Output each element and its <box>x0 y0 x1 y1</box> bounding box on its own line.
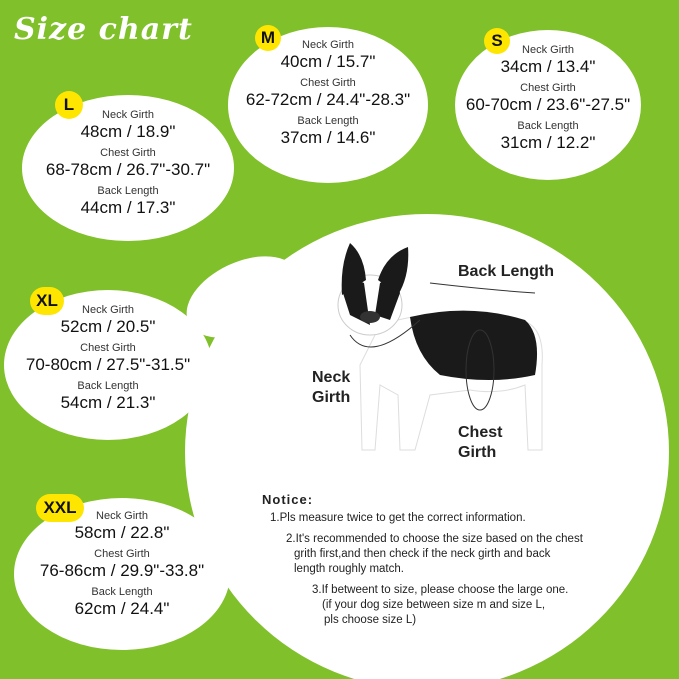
notice-text: (if your dog size between size m and siz… <box>322 599 546 611</box>
neck-label: Neck Girth <box>302 39 354 51</box>
chest-girth-label-line1: Chest <box>458 424 503 441</box>
size-card-l: Neck Girth 48cm / 18.9" Chest Girth 68-7… <box>22 95 234 241</box>
back-label: Back Length <box>91 586 153 598</box>
neck-girth-line <box>349 319 421 348</box>
notice-text: 1.Pls measure twice to get the correct i… <box>270 512 526 524</box>
size-badge-l: L <box>55 91 83 119</box>
size-card-xxl: Neck Girth 58cm / 22.8" Chest Girth 76-8… <box>14 498 230 650</box>
back-label: Back Length <box>517 120 579 132</box>
neck-girth-label-line1: Neck <box>312 369 351 386</box>
size-badge-xxl: XXL <box>36 494 84 522</box>
neck-label: Neck Girth <box>96 510 148 522</box>
neck-value: 48cm / 18.9" <box>80 122 176 141</box>
back-value: 62cm / 24.4" <box>74 599 170 618</box>
chest-value: 76-86cm / 29.9"-33.8" <box>39 561 205 580</box>
chest-girth-label-line2: Girth <box>458 444 497 461</box>
french-bulldog-image <box>337 243 543 451</box>
notice-text: 2.It's recommended to choose the size ba… <box>286 533 583 545</box>
chest-value: 68-78cm / 26.7"-30.7" <box>45 160 211 179</box>
notice-text: 3.If betweent to size, please choose the… <box>312 584 569 596</box>
size-badge-m: M <box>255 25 281 51</box>
neck-value: 40cm / 15.7" <box>280 52 376 71</box>
notice-text: grith first,and then check if the neck g… <box>294 548 551 560</box>
neck-girth-label-line2: Girth <box>312 389 351 406</box>
neck-value: 58cm / 22.8" <box>74 523 170 542</box>
back-value: 31cm / 12.2" <box>500 133 596 152</box>
chest-value: 70-80cm / 27.5"-31.5" <box>25 355 191 374</box>
neck-value: 52cm / 20.5" <box>60 317 156 336</box>
size-chart-title: Size chart <box>14 12 193 47</box>
chest-value: 62-72cm / 24.4"-28.3" <box>245 90 411 109</box>
notice-item-3: 3.If betweent to size, please choose the… <box>312 583 583 628</box>
notice-item-2: 2.It's recommended to choose the size ba… <box>286 532 583 577</box>
chest-label: Chest Girth <box>520 82 576 94</box>
neck-label: Neck Girth <box>522 44 574 56</box>
chest-label: Chest Girth <box>300 77 356 89</box>
neck-label: Neck Girth <box>82 304 134 316</box>
size-badge-s: S <box>484 28 510 54</box>
chest-girth-line <box>465 329 495 411</box>
back-length-label: Back Length <box>458 263 555 280</box>
chest-label: Chest Girth <box>80 342 136 354</box>
neck-girth-label: Neck Girth <box>312 368 350 408</box>
chest-girth-label: Chest Girth <box>458 423 502 463</box>
back-label: Back Length <box>297 115 359 127</box>
notice-text: pls choose size L) <box>324 614 417 626</box>
size-card-xl: Neck Girth 52cm / 20.5" Chest Girth 70-8… <box>4 290 212 440</box>
size-card-m: Neck Girth 40cm / 15.7" Chest Girth 62-7… <box>228 27 428 183</box>
chest-label: Chest Girth <box>94 548 150 560</box>
size-badge-xl: XL <box>30 287 64 315</box>
back-value: 54cm / 21.3" <box>60 393 156 412</box>
neck-value: 34cm / 13.4" <box>500 57 596 76</box>
back-value: 44cm / 17.3" <box>80 198 176 217</box>
back-value: 37cm / 14.6" <box>280 128 376 147</box>
notice-heading: Notice: <box>262 492 314 507</box>
back-label: Back Length <box>97 185 159 197</box>
neck-label: Neck Girth <box>102 109 154 121</box>
chest-value: 60-70cm / 23.6"-27.5" <box>465 95 631 114</box>
back-length-line <box>429 282 536 294</box>
notice-text: length roughly match. <box>294 563 404 575</box>
size-card-s: Neck Girth 34cm / 13.4" Chest Girth 60-7… <box>455 30 641 180</box>
back-label: Back Length <box>77 380 139 392</box>
chest-label: Chest Girth <box>100 147 156 159</box>
measurement-bubble <box>185 214 669 679</box>
notice-item-1: 1.Pls measure twice to get the correct i… <box>270 511 583 526</box>
notice-section: Notice: 1.Pls measure twice to get the c… <box>262 492 583 628</box>
